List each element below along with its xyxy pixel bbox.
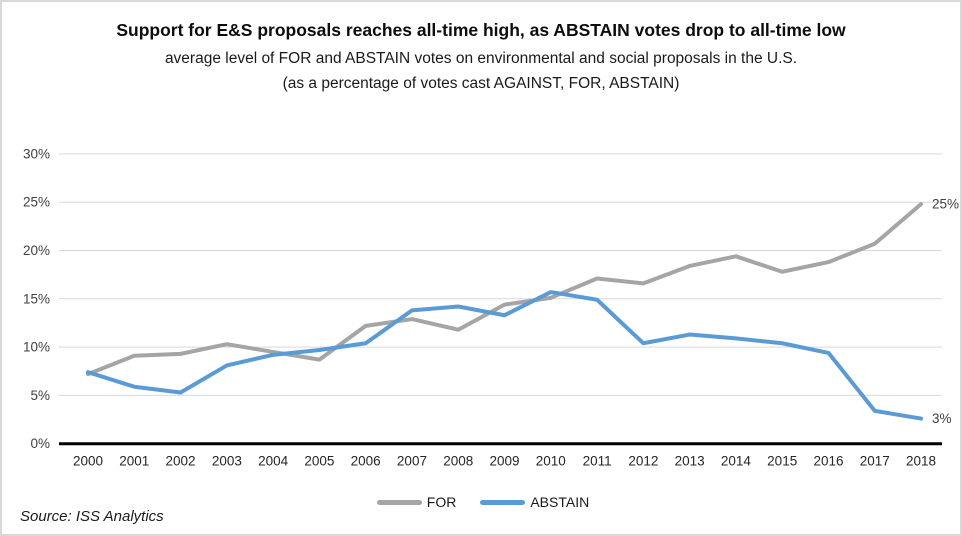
y-tick-label: 20% bbox=[23, 243, 50, 258]
source-note: Source: ISS Analytics bbox=[20, 508, 164, 525]
x-tick-label: 2009 bbox=[489, 454, 519, 469]
line-chart-plot-area: 0% 5% 10% 15% 20% 25% 30% 2000 2001 2002 2003 2004 2… bbox=[23, 146, 959, 469]
x-tick-label: 2013 bbox=[675, 454, 705, 469]
series-line-abstain[interactable] bbox=[86, 290, 924, 421]
y-tick-label: 0% bbox=[30, 436, 50, 451]
legend-label-for: FOR bbox=[426, 494, 457, 510]
x-tick-label: 2004 bbox=[258, 454, 289, 469]
x-tick-label: 2000 bbox=[73, 454, 103, 469]
x-tick-label: 2011 bbox=[583, 454, 612, 469]
x-tick-label: 2001 bbox=[119, 454, 149, 469]
x-tick-label: 2006 bbox=[351, 454, 381, 469]
y-tick-label: 5% bbox=[30, 388, 50, 403]
chart-subtitle: average level of FOR and ABSTAIN votes o… bbox=[164, 50, 798, 92]
x-tick-label: 2018 bbox=[906, 454, 936, 469]
x-tick-label: 2005 bbox=[304, 454, 334, 469]
y-tick-label: 15% bbox=[23, 291, 50, 306]
legend-item-abstain[interactable]: ABSTAIN bbox=[480, 494, 589, 510]
x-tick-label: 2016 bbox=[813, 454, 843, 469]
x-tick-label: 2007 bbox=[397, 454, 427, 469]
series-line-for[interactable] bbox=[86, 202, 924, 377]
chart-title: Support for E&S proposals reaches all-ti… bbox=[116, 20, 846, 40]
x-tick-label: 2002 bbox=[166, 454, 196, 469]
x-tick-label: 2003 bbox=[212, 454, 242, 469]
for-line-swatch-icon bbox=[376, 499, 422, 505]
legend-label-abstain: ABSTAIN bbox=[530, 494, 590, 510]
x-tick-label: 2017 bbox=[860, 454, 890, 469]
x-tick-label: 2015 bbox=[767, 454, 797, 469]
x-tick-label: 2014 bbox=[721, 454, 752, 469]
x-tick-label: 2008 bbox=[443, 454, 473, 469]
legend-item-for[interactable]: FOR bbox=[376, 494, 457, 510]
end-label-abstain: 3% bbox=[932, 411, 952, 426]
chart-header: Support for E&S proposals reaches all-ti… bbox=[2, 2, 960, 96]
y-tick-label: 25% bbox=[23, 195, 50, 210]
y-tick-label: 10% bbox=[23, 340, 50, 355]
chart-legend: FOR ABSTAIN bbox=[2, 494, 960, 510]
end-label-for: 25% bbox=[932, 197, 959, 212]
abstain-line-swatch-icon bbox=[480, 499, 526, 505]
x-tick-label: 2010 bbox=[536, 454, 566, 469]
x-tick-label: 2012 bbox=[628, 454, 658, 469]
y-tick-label: 30% bbox=[23, 146, 50, 161]
